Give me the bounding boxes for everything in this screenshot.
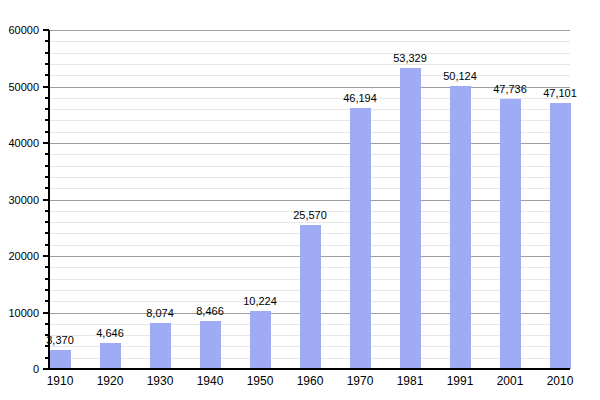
major-gridline	[49, 200, 570, 201]
x-axis-label: 1960	[297, 374, 324, 388]
y-axis-label: 50000	[0, 81, 39, 93]
y-axis-line	[48, 30, 50, 370]
minor-gridline	[49, 109, 570, 110]
bar-value-label: 8,466	[196, 305, 224, 317]
x-axis-label: 1991	[447, 374, 474, 388]
bar	[550, 103, 571, 369]
major-gridline	[49, 143, 570, 144]
bar	[150, 323, 171, 369]
minor-gridline	[49, 188, 570, 189]
bar-chart: 0 10000 20000 30000 40000 50000 60000 3,370 1910…	[0, 0, 600, 400]
bar	[250, 311, 271, 369]
x-axis-label: 1981	[397, 374, 424, 388]
x-axis-label: 1950	[247, 374, 274, 388]
minor-gridline	[49, 41, 570, 42]
major-gridline	[49, 30, 570, 31]
bar-value-label: 46,194	[343, 92, 377, 104]
x-axis-label: 1910	[47, 374, 74, 388]
y-axis-label: 60000	[0, 24, 39, 36]
bar-value-label: 47,101	[543, 87, 577, 99]
x-axis-label: 2001	[497, 374, 524, 388]
x-axis-label: 1920	[97, 374, 124, 388]
minor-gridline	[49, 166, 570, 167]
bar	[350, 108, 371, 369]
x-axis-line	[43, 368, 570, 370]
bar-value-label: 25,570	[293, 209, 327, 221]
x-axis-label: 2010	[547, 374, 574, 388]
bar-value-label: 3,370	[46, 334, 74, 346]
x-axis-label: 1940	[197, 374, 224, 388]
minor-gridline	[49, 75, 570, 76]
bar-value-label: 10,224	[243, 295, 277, 307]
bar-value-label: 50,124	[443, 70, 477, 82]
bar-value-label: 4,646	[96, 327, 124, 339]
y-axis-label: 30000	[0, 194, 39, 206]
bar-value-label: 47,736	[493, 83, 527, 95]
bar	[300, 225, 321, 369]
y-axis-label: 40000	[0, 137, 39, 149]
bar	[500, 99, 521, 369]
major-gridline	[49, 87, 570, 88]
y-axis-label: 10000	[0, 307, 39, 319]
minor-gridline	[49, 154, 570, 155]
y-axis-label: 20000	[0, 250, 39, 262]
minor-gridline	[49, 177, 570, 178]
x-axis-label: 1970	[347, 374, 374, 388]
minor-gridline	[49, 222, 570, 223]
bar	[50, 350, 71, 369]
bar	[200, 321, 221, 369]
minor-gridline	[49, 120, 570, 121]
bar-value-label: 8,074	[146, 307, 174, 319]
bar	[400, 68, 421, 369]
minor-gridline	[49, 64, 570, 65]
y-axis-label: 0	[0, 363, 39, 375]
x-axis-label: 1930	[147, 374, 174, 388]
bar	[450, 86, 471, 369]
minor-gridline	[49, 132, 570, 133]
minor-gridline	[49, 53, 570, 54]
minor-gridline	[49, 98, 570, 99]
bar-value-label: 53,329	[393, 52, 427, 64]
bar	[100, 343, 121, 369]
